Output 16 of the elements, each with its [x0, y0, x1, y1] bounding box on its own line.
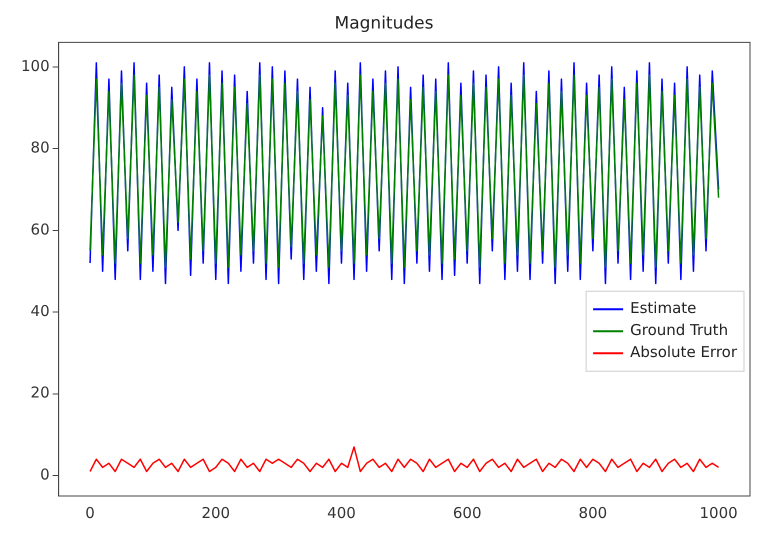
- y-tick-label: 80: [30, 138, 50, 157]
- x-tick-label: 200: [201, 504, 230, 522]
- x-tick-label: 400: [327, 504, 356, 522]
- x-tick-label: 800: [578, 504, 608, 522]
- x-tick-label: 0: [85, 504, 95, 522]
- chart-title: Magnitudes: [334, 14, 434, 34]
- y-tick-label: 20: [30, 384, 50, 402]
- x-tick-label: 1000: [699, 504, 738, 522]
- y-tick-label: 0: [40, 465, 50, 484]
- legend-label: Ground Truth: [630, 321, 728, 340]
- legend-label: Estimate: [630, 299, 696, 318]
- x-tick-label: 600: [452, 504, 482, 522]
- y-tick-label: 100: [20, 56, 50, 75]
- y-tick-label: 40: [30, 302, 50, 320]
- y-tick-label: 60: [30, 220, 50, 238]
- legend-label: Absolute Error: [630, 343, 738, 362]
